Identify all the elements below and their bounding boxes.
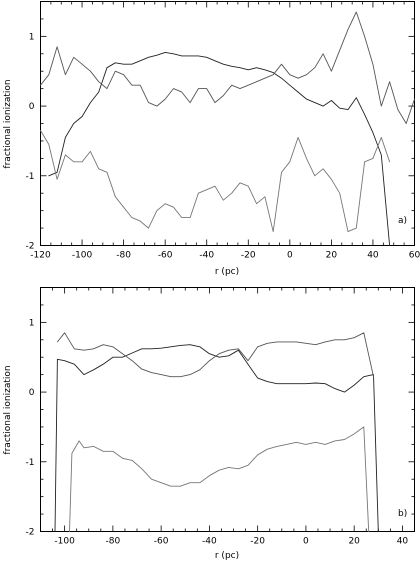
x-tick-label: -120 xyxy=(30,251,51,261)
panel-label: a) xyxy=(398,216,407,226)
x-tick-label: 40 xyxy=(367,251,379,261)
tick-labels: -120 -100 -80 -60 -40 -20 0 20 40 60 -2 -1 0 1 xyxy=(26,32,420,260)
x-tick-label: -100 xyxy=(72,251,93,261)
x-tick-label: 20 xyxy=(348,537,360,547)
y-tick-label: 1 xyxy=(29,318,35,328)
y-tick-label: -1 xyxy=(26,172,35,182)
series-line xyxy=(48,51,391,246)
tick-marks xyxy=(40,287,415,532)
x-tick-label: -40 xyxy=(199,251,214,261)
series-lines xyxy=(40,11,415,246)
y-tick-label: -2 xyxy=(26,528,35,538)
series-line xyxy=(69,426,370,532)
x-tick-label: 20 xyxy=(326,251,338,261)
plot-frame xyxy=(40,287,415,532)
series-line xyxy=(56,332,374,378)
x-tick-label: 40 xyxy=(397,537,409,547)
x-tick-label: -80 xyxy=(106,537,121,547)
x-tick-label: 60 xyxy=(409,251,420,261)
series-line xyxy=(54,344,379,532)
y-axis-label: fractional ionization xyxy=(3,365,13,454)
y-tick-label: -2 xyxy=(26,242,35,252)
x-tick-label: -20 xyxy=(250,537,265,547)
series-lines xyxy=(54,332,379,532)
y-axis-label: fractional ionization xyxy=(3,79,13,168)
x-tick-label: 0 xyxy=(287,251,293,261)
x-axis-label: r (pc) xyxy=(215,267,239,277)
x-axis-label: r (pc) xyxy=(215,551,239,561)
panel-a: -120 -100 -80 -60 -40 -20 0 20 40 60 -2 -1 0 1 a) r (… xyxy=(3,1,420,277)
y-tick-label: -1 xyxy=(26,458,35,468)
x-tick-label: -60 xyxy=(158,251,173,261)
series-line xyxy=(40,11,415,124)
panel-label: b) xyxy=(398,509,407,519)
x-tick-label: -80 xyxy=(116,251,131,261)
x-tick-label: -20 xyxy=(241,251,256,261)
panel-b: -100 -80 -60 -40 -20 0 20 40 -2 -1 0 1 b) r (pc) fr… xyxy=(3,287,415,561)
x-tick-label: 0 xyxy=(303,537,309,547)
series-line xyxy=(40,130,391,233)
tick-labels: -100 -80 -60 -40 -20 0 20 40 -2 -1 0 1 xyxy=(26,318,409,546)
x-tick-label: -40 xyxy=(202,537,217,547)
y-tick-label: 0 xyxy=(29,388,35,398)
x-tick-label: -100 xyxy=(54,537,75,547)
tick-marks xyxy=(40,1,415,246)
y-tick-label: 0 xyxy=(29,102,35,112)
x-tick-label: -60 xyxy=(154,537,169,547)
y-tick-label: 1 xyxy=(29,32,35,42)
